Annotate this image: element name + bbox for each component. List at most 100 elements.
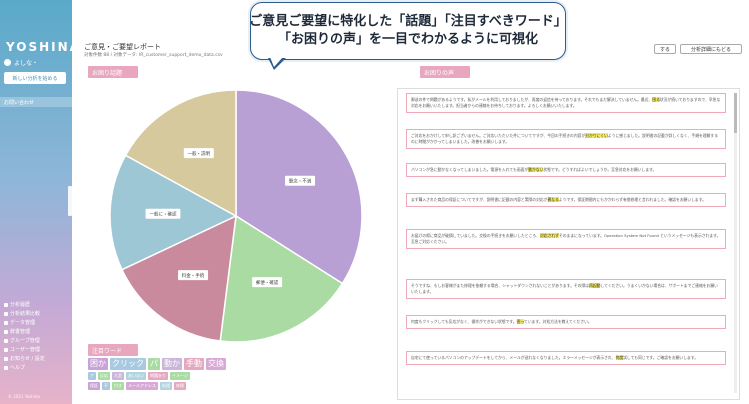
pie-slice-label: 郵便・確認 — [256, 279, 279, 286]
voice-item[interactable]: ご対応をおかけして申し訳ございません。ご対応いただいた件についてですが、今回の手… — [406, 129, 726, 149]
keyword-tag[interactable]: クリック — [110, 358, 146, 370]
pie-label-box — [183, 148, 214, 159]
voice-text: ように感じました。説明書の記載が詳しくなく、手順を理解するのに時間がかかってしま… — [411, 133, 718, 144]
pie-slice-label: 懸念・不満 — [289, 178, 312, 185]
feature-callout: ご意見ご要望に特化した「話題」「注目すべきワード」 「お困りの声」を一目でわかる… — [249, 2, 567, 60]
dictionary-icon — [4, 329, 8, 334]
sidebar-section-inquiry[interactable]: お問い合わせ — [0, 97, 72, 107]
sidebar-item-label: 辞書管理 — [10, 329, 31, 335]
sidebar-item-compare[interactable]: 分析結果比較 — [4, 309, 70, 318]
users-icon — [4, 347, 8, 352]
voice-text: ています。対処方法を教えてください。 — [524, 319, 592, 324]
voice-text: そうですね、もしお客様がまた修理を依頼する場合、シャットダウンされないことがあり… — [411, 283, 590, 288]
voice-item[interactable]: そうですね、もしお客様がまた修理を依頼する場合、シャットダウンされないことがあり… — [406, 279, 726, 299]
voice-text: まず購入された商品の保証についてですが、説明書に記載の内容と実際の対応が — [411, 197, 548, 202]
pie-label-box — [178, 270, 209, 281]
keyword-tag[interactable]: 問題あり — [148, 372, 168, 380]
sidebar-item-label: ヘルプ — [10, 365, 26, 371]
keyword-tag[interactable]: 修理 — [174, 382, 186, 390]
sidebar-item-label: データ管理 — [10, 320, 36, 326]
sidebar-item-data[interactable]: データ管理 — [4, 318, 70, 327]
voice-item[interactable]: 自宅にて使っているパソコンのアップデートをしてから、メールが送れなくなりました。… — [406, 351, 726, 365]
voice-item[interactable]: お届けの際に商品が破損していました。交換の手続きをお願いしたところ、対応されずそ… — [406, 229, 726, 249]
keyword-tag[interactable]: イメージ — [170, 372, 190, 380]
keyword-cloud: 困か クリックパ動か 手動 交換 ア反応 大変 あいまい 問題あり イメージ 保証不付き メール… — [88, 358, 238, 392]
sidebar-item-settings[interactable]: お知らせ / 設定 — [4, 354, 70, 363]
user-menu[interactable]: よしな・ — [4, 58, 38, 67]
keyword-row: 保証不付き メールアドレス 処理 修理 — [88, 382, 238, 390]
pie-slice[interactable] — [124, 89, 237, 218]
keyword-tag[interactable]: ア — [88, 372, 96, 380]
voice-text: そのままになっています。Operation System Not Found と… — [411, 233, 721, 244]
pie-slice-label: 料金・手続 — [182, 272, 205, 279]
keyword-tag[interactable]: 反応 — [98, 372, 110, 380]
group-icon — [4, 338, 8, 343]
voice-text: 郵送の件で問題があるようです。私がメールを利用しておりましたが、再度の返信を待っ… — [411, 97, 653, 102]
voice-item[interactable]: 何度もクリックしても反応がなく、操作ができない状態です。困っています。対処方法を… — [406, 315, 726, 329]
voice-text: ようです。保証期間内にもかかわらず有償修理と言われました。確認をお願いします。 — [558, 197, 706, 202]
keyword-tag[interactable]: 付き — [112, 382, 124, 390]
keyword-tag[interactable]: 大変 — [112, 372, 124, 380]
voices-panel[interactable]: 郵送の件で問題があるようです。私がメールを利用しておりましたが、再度の返信を待っ… — [397, 88, 740, 400]
keyword-row: ア反応 大変 あいまい 問題あり イメージ — [88, 372, 238, 380]
sidebar-item-history[interactable]: 分析履歴 — [4, 300, 70, 309]
settings-icon — [4, 356, 8, 361]
voice-highlight: 動かない — [528, 167, 544, 172]
keyword-tag[interactable]: あいまい — [126, 372, 146, 380]
keyword-tag[interactable]: 処理 — [160, 382, 172, 390]
sidebar-item-label: ユーザー管理 — [10, 347, 40, 353]
voice-text: 状態です。どうすればよいでしょうか。至急対応をお願いします。 — [543, 167, 657, 172]
voices-scrollbar-track[interactable] — [734, 93, 737, 393]
sidebar-item-label: グループ管理 — [10, 338, 40, 344]
keyword-row: 困か クリックパ動か 手動 交換 — [88, 358, 238, 370]
keyword-tag[interactable]: メールアドレス — [126, 382, 158, 390]
user-icon — [4, 59, 11, 66]
keyword-tag[interactable]: 動か — [162, 358, 182, 370]
voice-text: 自宅にて使っているパソコンのアップデートをしてから、メールが送れなくなりました。… — [411, 355, 616, 360]
pie-label-box — [252, 277, 283, 288]
back-to-analysis-button[interactable]: 分析詳細にもどる — [680, 44, 742, 54]
keyword-tag[interactable]: パ — [148, 358, 160, 370]
voice-text: 試しても同じです。ご確認をお願いします。 — [623, 355, 699, 360]
voice-highlight: 何度 — [615, 355, 624, 360]
new-analysis-button[interactable]: 新しい分析を始める — [4, 72, 66, 84]
sidebar-collapse-handle[interactable] — [68, 186, 72, 216]
data-icon — [4, 320, 8, 325]
voice-item[interactable]: まず購入された商品の保証についてですが、説明書に記載の内容と実際の対応が異なるよ… — [406, 193, 726, 207]
keyword-tag[interactable]: 不 — [102, 382, 110, 390]
voice-highlight: 異なる — [547, 197, 559, 202]
sidebar-nav: 分析履歴 分析結果比較 データ管理 辞書管理 グループ管理 ユーザー管理 お知ら… — [4, 300, 70, 372]
callout-tail-inner — [270, 57, 283, 67]
topics-header: お困り話題 — [88, 66, 138, 78]
keyword-tag[interactable]: 手動 — [184, 358, 204, 370]
voice-text: お届けの際に商品が破損していました。交換の手続きをお願いしたところ、 — [411, 233, 540, 238]
voice-highlight: 分かりにくい — [585, 133, 608, 138]
keyword-tag[interactable]: 交換 — [206, 358, 226, 370]
copyright: © 2021 Yoshina — [8, 394, 40, 399]
sidebar-item-label: 分析結果比較 — [10, 311, 41, 317]
keyword-tag[interactable]: 保証 — [88, 382, 100, 390]
help-icon — [4, 365, 8, 370]
callout-line-1: ご意見ご要望に特化した「話題」「注目すべきワード」 — [249, 14, 567, 29]
user-name: よしな・ — [14, 60, 39, 67]
sidebar-item-dictionary[interactable]: 辞書管理 — [4, 327, 70, 336]
compare-icon — [4, 311, 8, 316]
pie-label-box — [285, 175, 316, 186]
header-action-button[interactable]: する — [654, 44, 676, 54]
sidebar-item-group[interactable]: グループ管理 — [4, 336, 70, 345]
sidebar-item-help[interactable]: ヘルプ — [4, 363, 70, 372]
voice-item[interactable]: 郵送の件で問題があるようです。私がメールを利用しておりましたが、再度の返信を待っ… — [406, 93, 726, 113]
history-icon — [4, 302, 8, 307]
pie-label-box — [145, 208, 181, 219]
voice-highlight: 困っ — [516, 319, 525, 324]
voice-text: パソコンが急に動かなくなってしまいました。電源を入れても画面が — [411, 167, 529, 172]
voice-text: 状況が続いておりますので、早急な対応をお願いいたします。担当者からの連絡をお待ち… — [411, 97, 721, 108]
topics-pie-chart: 懸念・不満 郵便・確認 料金・手続 一般に・確認 一般・説明 — [108, 88, 364, 344]
sidebar-item-users[interactable]: ユーザー管理 — [4, 345, 70, 354]
voice-item[interactable]: パソコンが急に動かなくなってしまいました。電源を入れても画面が動かない状態です。… — [406, 163, 726, 177]
voices-scrollbar-thumb[interactable] — [734, 93, 737, 133]
keyword-tag[interactable]: 困か — [88, 358, 108, 370]
sidebar-item-label: お知らせ / 設定 — [10, 356, 45, 362]
